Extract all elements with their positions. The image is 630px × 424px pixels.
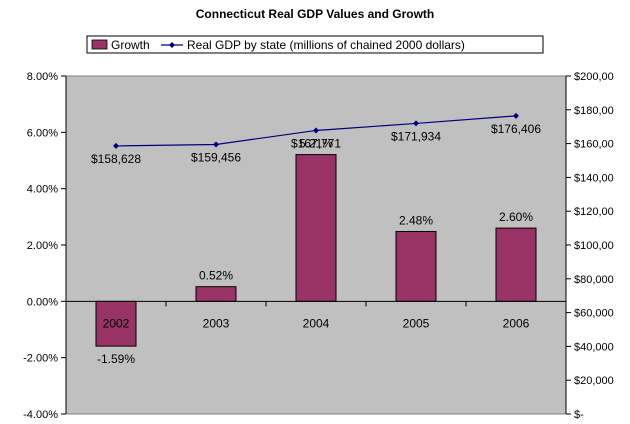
y-right-tick-label: $40,000 xyxy=(574,341,614,353)
y-right-tick-label: $- xyxy=(574,409,584,421)
bar-growth xyxy=(295,154,337,302)
line-data-label: $158,628 xyxy=(91,152,141,166)
x-tick-label: 2003 xyxy=(203,316,230,330)
y-right-tick-label: $120,00 xyxy=(574,206,614,218)
chart-title: Connecticut Real GDP Values and Growth xyxy=(196,7,435,21)
line-gdp-point xyxy=(213,141,219,148)
y-right-tick-label: $200,00 xyxy=(574,71,614,83)
x-tick-label: 2004 xyxy=(303,316,330,330)
x-tick-label: 2002 xyxy=(103,316,130,330)
bar-growth xyxy=(395,230,437,302)
line-data-label: $159,456 xyxy=(191,151,241,165)
bar-growth xyxy=(195,286,237,302)
line-gdp-point xyxy=(513,112,519,119)
legend-marker-gdp xyxy=(169,42,175,48)
y-right-tick-label: $20,000 xyxy=(574,375,614,387)
x-tick-label: 2006 xyxy=(503,316,530,330)
bar-data-label: 0.52% xyxy=(199,269,233,283)
y-left-tick-label: 2.00% xyxy=(27,240,58,252)
y-right-tick-label: $180,00 xyxy=(574,105,614,117)
bar-data-label: 5.21% xyxy=(299,137,333,151)
y-right-tick-label: $60,000 xyxy=(574,308,614,320)
y-left-tick-label: 4.00% xyxy=(27,184,58,196)
bar-data-label: -1.59% xyxy=(97,352,135,366)
bar-data-label: 2.60% xyxy=(499,210,533,224)
bar-growth xyxy=(95,300,137,347)
y-right-tick-label: $80,000 xyxy=(574,274,614,286)
y-right-tick-label: $100,00 xyxy=(574,240,614,252)
y-right-tick-label: $160,00 xyxy=(574,139,614,151)
line-data-label: $171,934 xyxy=(391,129,441,143)
line-data-label: $167,771 xyxy=(291,136,341,150)
y-left-tick-label: 0.00% xyxy=(27,296,58,308)
legend-label-gdp: Real GDP by state (millions of chained 2… xyxy=(187,38,465,52)
legend-box xyxy=(86,35,544,54)
line-gdp-point xyxy=(413,120,419,127)
legend-label-growth: Growth xyxy=(111,38,150,52)
y-left-tick-label: 6.00% xyxy=(27,127,58,139)
line-gdp-point xyxy=(113,142,119,149)
y-left-tick-label: 8.00% xyxy=(27,71,58,83)
x-tick-label: 2005 xyxy=(403,316,430,330)
y-left-tick-label: -4.00% xyxy=(23,409,58,421)
line-data-label: $176,406 xyxy=(491,122,541,136)
legend-swatch-growth xyxy=(91,39,108,50)
y-left-tick-label: -2.00% xyxy=(23,353,58,365)
y-right-tick-label: $140,00 xyxy=(574,172,614,184)
line-gdp-point xyxy=(313,127,319,134)
bar-growth xyxy=(495,227,537,302)
bar-data-label: 2.48% xyxy=(399,213,433,227)
